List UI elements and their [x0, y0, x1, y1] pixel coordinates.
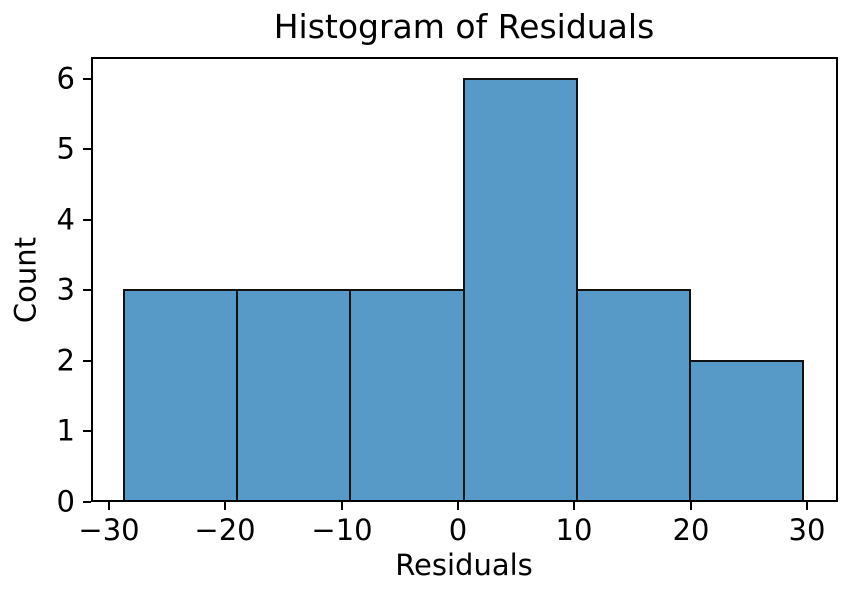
x-tick	[341, 502, 343, 510]
y-tick	[83, 219, 91, 221]
x-tick-label: 10	[555, 513, 593, 547]
y-tick-label: 2	[56, 343, 75, 378]
histogram-bar	[689, 360, 804, 500]
y-tick-label: 6	[56, 61, 75, 96]
x-tick	[573, 502, 575, 510]
x-tick	[806, 502, 808, 510]
y-tick	[83, 360, 91, 362]
y-tick-label: 4	[56, 202, 75, 237]
histogram-bar	[576, 289, 691, 500]
x-tick-label: −30	[78, 513, 140, 547]
x-tick	[690, 502, 692, 510]
x-tick-label: 20	[672, 513, 710, 547]
x-tick-label: −20	[194, 513, 256, 547]
y-tick	[83, 430, 91, 432]
x-tick-label: −10	[311, 513, 373, 547]
x-tick-label: 0	[448, 513, 468, 547]
y-tick-label: 5	[56, 131, 75, 166]
histogram-bar	[236, 289, 351, 500]
histogram-bar	[463, 78, 578, 500]
y-tick	[83, 148, 91, 150]
x-tick	[108, 502, 110, 510]
y-tick-label: 3	[56, 272, 75, 307]
x-tick-label: 30	[788, 513, 826, 547]
x-tick	[224, 502, 226, 510]
y-tick	[83, 78, 91, 80]
y-tick-label: 1	[56, 413, 75, 448]
y-tick	[83, 289, 91, 291]
histogram-bar	[349, 289, 465, 500]
y-tick-label: 0	[56, 484, 75, 519]
x-tick	[457, 502, 459, 510]
y-tick	[83, 501, 91, 503]
x-axis-label: Residuals	[395, 548, 533, 582]
chart-title: Histogram of Residuals	[273, 7, 655, 46]
histogram-bar	[123, 289, 238, 500]
y-axis-label: Count	[8, 236, 43, 324]
